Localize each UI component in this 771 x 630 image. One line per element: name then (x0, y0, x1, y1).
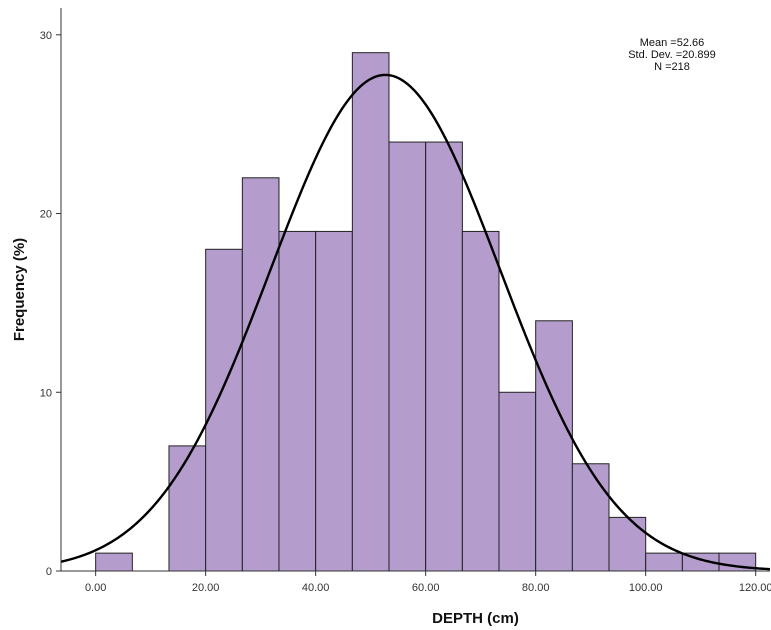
histogram-bar (571, 463, 610, 572)
histogram-bar (498, 391, 537, 572)
histogram-bar (241, 177, 280, 572)
x-tick-label: 60.00 (412, 582, 440, 594)
histogram-bar (461, 230, 500, 572)
stats-line: N =218 (654, 61, 690, 73)
histogram-bar (425, 141, 463, 572)
x-tick-label: 120.00 (739, 582, 771, 594)
histogram-bars (95, 52, 757, 572)
x-tick-label: 40.00 (302, 582, 330, 594)
histogram-bar (205, 248, 243, 572)
normal-curve (60, 73, 771, 571)
y-axis-ticks: 0 10 20 30 (40, 30, 61, 578)
histogram-bar (278, 230, 317, 572)
x-tick-label: 100.00 (629, 582, 663, 594)
stats-line: Std. Dev. =20.899 (628, 49, 716, 61)
y-tick-label: 30 (40, 30, 52, 42)
histogram-bar (168, 445, 207, 572)
x-axis-ticks: 0.00 20.00 40.00 60.00 80.00 100.00 120.00 (85, 571, 771, 594)
stats-line: Mean =52.66 (640, 37, 705, 49)
histogram-bar (95, 552, 133, 572)
y-tick-label: 10 (40, 387, 52, 399)
x-tick-label: 0.00 (85, 582, 106, 594)
histogram-bar (645, 552, 683, 572)
histogram-bar (608, 516, 647, 572)
histogram-bar (315, 230, 353, 572)
y-tick-label: 20 (40, 209, 52, 221)
histogram-bar (351, 52, 390, 572)
x-tick-label: 20.00 (192, 582, 220, 594)
histogram-bar (535, 320, 573, 572)
x-axis-title: DEPTH (cm) (432, 610, 519, 627)
histogram-bar (388, 141, 427, 572)
axes (60, 8, 770, 572)
y-tick-label: 0 (46, 566, 52, 578)
x-tick-label: 80.00 (522, 582, 550, 594)
y-axis-title: Frequency (%) (11, 238, 28, 341)
